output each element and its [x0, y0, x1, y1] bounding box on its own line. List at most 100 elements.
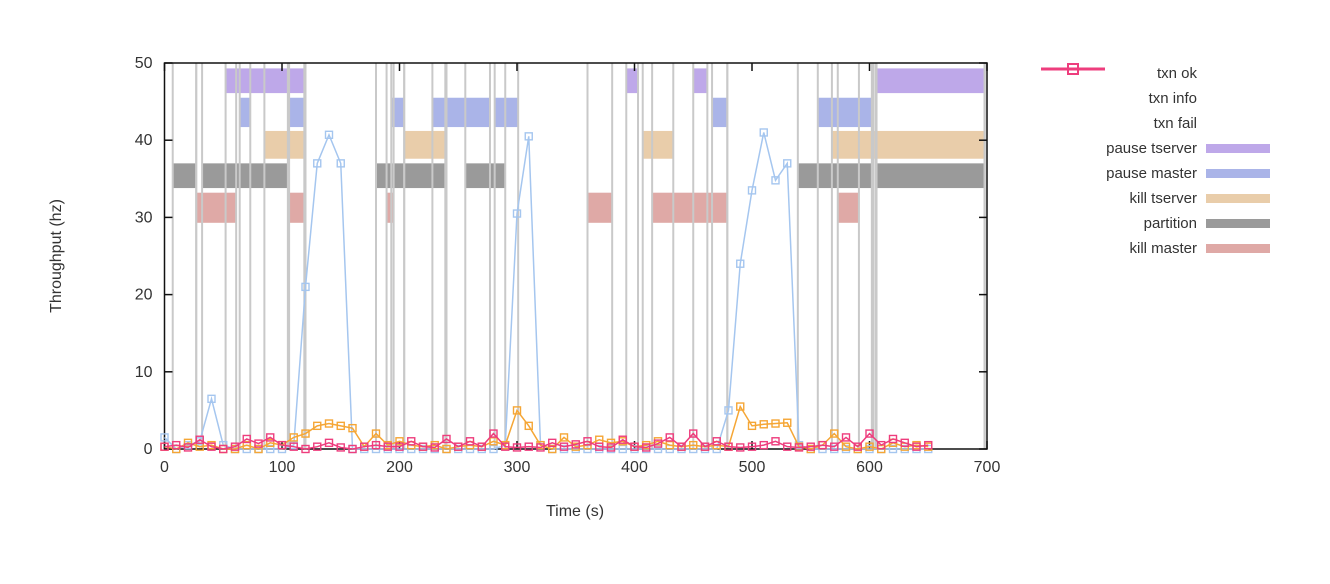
txn-fail-marker — [548, 438, 557, 448]
legend-label: pause master — [1106, 165, 1197, 182]
kill-master-band-segment — [587, 192, 613, 223]
txn-fail-marker — [465, 437, 475, 446]
txn-fail-marker — [712, 437, 721, 446]
txn-fail-marker — [195, 435, 204, 444]
txn-ok-marker — [489, 444, 498, 454]
txn-info-marker — [254, 444, 263, 454]
txn-fail-marker — [430, 443, 439, 452]
txn-fail-marker — [806, 442, 815, 451]
txn-fail-marker — [360, 442, 369, 451]
txn-info-marker — [524, 421, 533, 431]
legend-label: partition — [1143, 215, 1197, 232]
txn-ok-marker — [512, 209, 522, 218]
txn-fail-marker — [277, 440, 287, 450]
txn-info-marker — [736, 402, 745, 411]
kill-tserver-band-segment — [404, 130, 446, 159]
txn-fail-marker — [794, 443, 804, 452]
txn-info-marker — [348, 423, 357, 433]
txn-info-marker — [665, 440, 674, 450]
legend-item-kill-master: kill master — [1040, 236, 1280, 261]
kill-master-band-segment — [386, 192, 394, 223]
txn-fail-marker — [336, 443, 345, 452]
txn-ok-marker — [266, 444, 275, 454]
txn-fail-marker — [559, 442, 569, 451]
txn-fail-marker — [207, 442, 216, 451]
txn-info-marker — [183, 438, 193, 448]
txn-fail-marker — [841, 433, 851, 442]
kill-master-band-segment — [289, 192, 306, 223]
y-tick-label: 0 — [144, 441, 153, 458]
txn-ok-marker — [313, 159, 322, 168]
legend-line-marker-swatch — [1041, 63, 1272, 82]
txn-fail-marker — [583, 437, 592, 446]
txn-fail-marker — [254, 439, 263, 448]
x-tick-label: 600 — [856, 459, 883, 476]
y-axis-title: Throughput (hz) — [48, 199, 65, 313]
pause-master-band-segment — [494, 97, 519, 128]
txn-fail-marker — [371, 440, 381, 450]
txn-fail-marker — [230, 442, 240, 451]
legend-label: kill master — [1129, 240, 1197, 257]
txn-fail-marker — [242, 434, 251, 444]
txn-info-marker — [289, 433, 298, 442]
pause-tserver-band-segment — [626, 68, 639, 94]
txn-fail-marker — [407, 437, 416, 446]
txn-info-marker — [865, 442, 874, 451]
txn-info-marker — [512, 406, 522, 415]
txn-ok-marker — [524, 132, 533, 141]
legend-item-kill-tserver: kill tserver — [1040, 186, 1280, 211]
legend-item-txn-fail: txn fail — [1040, 63, 1280, 136]
legend-label: kill tserver — [1129, 190, 1197, 207]
txn-info-marker — [336, 421, 345, 431]
txn-fail-marker — [418, 442, 428, 451]
txn-fail-marker — [830, 442, 839, 451]
txn-ok-marker — [324, 130, 334, 139]
txn-info-marker — [559, 433, 569, 442]
txn-fail-marker — [172, 440, 181, 450]
legend-line-marker-swatch — [1041, 63, 1272, 107]
legend-bar-swatch — [1206, 191, 1272, 207]
txn-fail-marker — [630, 442, 639, 451]
y-tick-label: 30 — [135, 209, 153, 226]
x-tick-label: 300 — [504, 459, 531, 476]
legend-item-partition: partition — [1040, 211, 1280, 236]
txn-fail-marker — [783, 442, 792, 451]
txn-fail-marker — [348, 444, 357, 454]
y-tick-label: 40 — [135, 132, 153, 149]
legend-label: txn fail — [1153, 115, 1197, 132]
txn-fail-marker — [571, 440, 580, 449]
txn-fail-marker — [747, 442, 757, 451]
txn-ok-marker — [759, 128, 768, 137]
txn-ok-marker — [724, 406, 733, 415]
txn-fail-marker — [736, 443, 745, 452]
txn-ok-marker — [653, 444, 663, 454]
txn-info-marker — [442, 444, 451, 454]
txn-info-marker — [266, 438, 275, 448]
txn-fail-marker — [383, 442, 392, 451]
kill-tserver-band-segment — [264, 130, 306, 159]
pause-master-band-segment — [432, 97, 490, 128]
txn-fail-marker — [818, 440, 827, 450]
txn-fail-marker — [606, 443, 616, 452]
txn-fail-marker — [689, 429, 698, 438]
band-color-icon — [1206, 244, 1270, 253]
txn-info-marker — [395, 437, 404, 446]
pause-tserver-band-segment — [876, 68, 985, 94]
txn-fail-marker — [653, 439, 663, 448]
legend: txn ok txn info txn fail — [1040, 61, 1280, 261]
txn-fail-marker — [324, 438, 334, 448]
txn-fail-marker — [924, 440, 933, 450]
txn-fail-marker — [595, 442, 604, 451]
txn-fail-marker — [301, 444, 310, 454]
legend-label: pause tserver — [1106, 140, 1197, 157]
txn-info-marker — [830, 429, 839, 438]
txn-fail-marker — [512, 443, 522, 452]
txn-ok-marker — [736, 259, 745, 268]
pause-master-band-segment — [817, 97, 874, 128]
legend-item-txn-info: txn info — [1040, 63, 1280, 111]
partition-band-segment — [376, 163, 447, 189]
txn-fail-marker — [853, 442, 862, 451]
txn-ok-marker — [207, 394, 216, 404]
txn-fail-marker — [877, 440, 886, 450]
